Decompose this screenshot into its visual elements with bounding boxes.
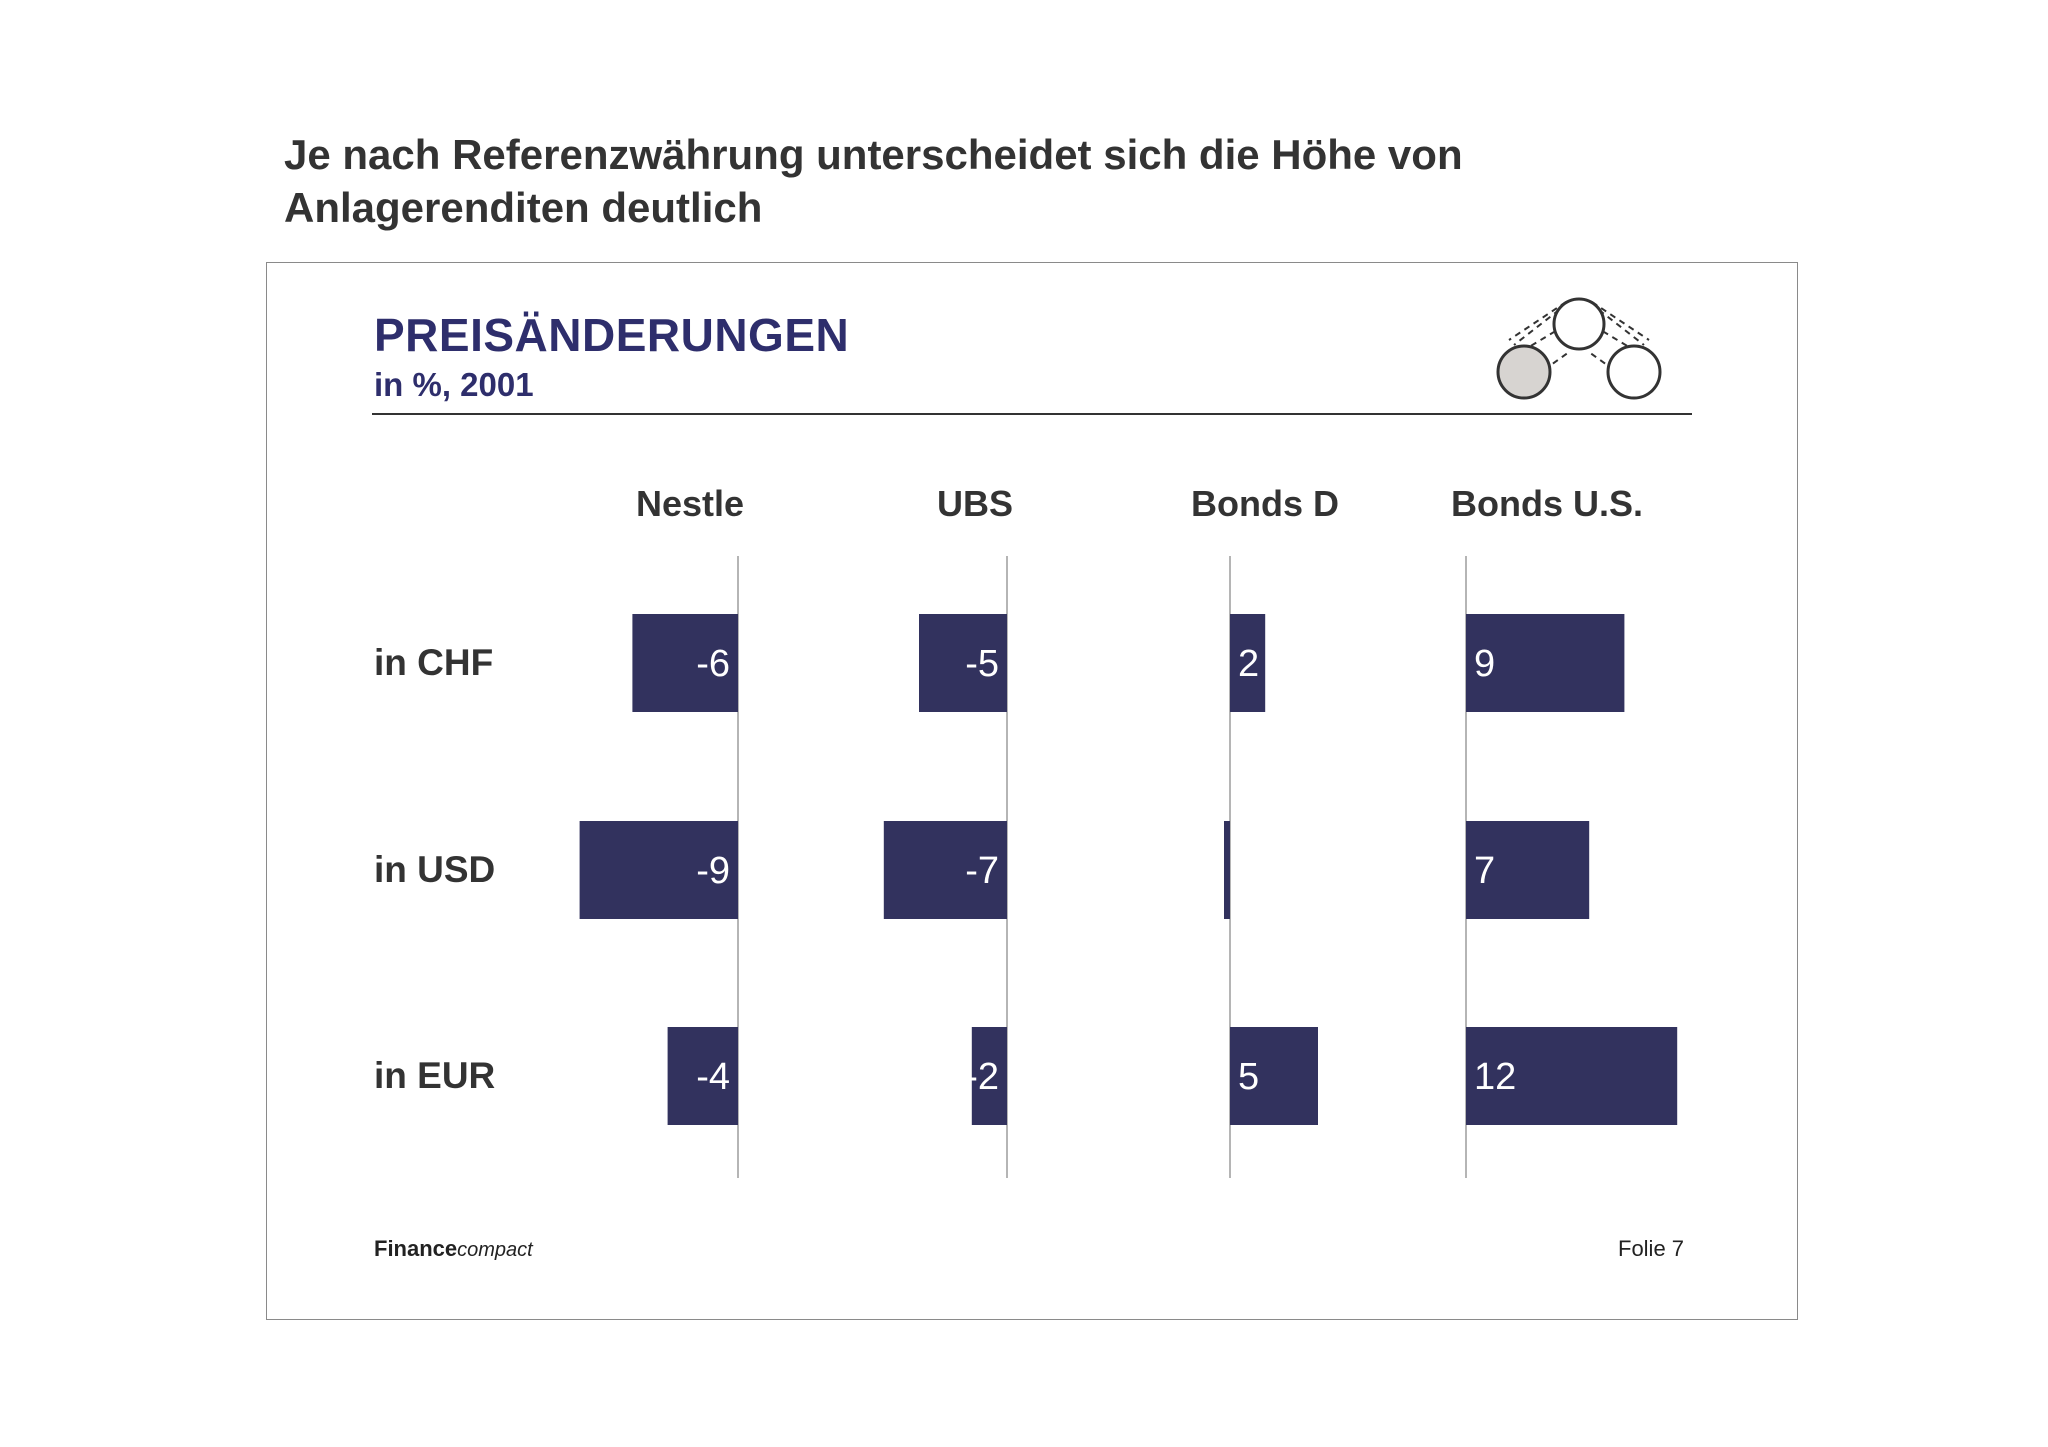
bar (632, 614, 738, 712)
chart-title: PREISÄNDERUNGEN (374, 309, 850, 361)
bar-value-label: -5 (965, 643, 999, 685)
row-label: in CHF (374, 642, 493, 683)
bar-value-label: -6 (696, 643, 730, 685)
bar-value-label: 2 (1238, 643, 1259, 685)
bar-value-label: 7 (1474, 850, 1495, 892)
bar (1466, 614, 1625, 712)
column-header: Bonds D (1191, 483, 1339, 524)
bar (579, 821, 738, 919)
three-circles-network-icon (1496, 297, 1662, 400)
column-header: Bonds U.S. (1451, 483, 1643, 524)
footer-brand: Financecompact (374, 1236, 533, 1262)
row-label: in EUR (374, 1055, 495, 1096)
footer-page-number: Folie 7 (1618, 1236, 1685, 1261)
bar-value-label: 12 (1474, 1056, 1516, 1098)
bar (919, 614, 1007, 712)
page-headline: Je nach Referenzwährung unterscheidet si… (284, 131, 1463, 231)
header-divider (372, 413, 1692, 415)
bar (883, 821, 1007, 919)
bar-value-label: -9 (696, 850, 730, 892)
bar (1466, 821, 1590, 919)
bar (1224, 821, 1230, 919)
bar-value-label: -7 (965, 850, 999, 892)
bar-value-label: 5 (1238, 1056, 1259, 1098)
bar (667, 1027, 738, 1125)
chart-subtitle: in %, 2001 (374, 366, 534, 403)
bar (1466, 1027, 1678, 1125)
row-label: in USD (374, 849, 495, 890)
bar-value-label: 9 (1474, 643, 1495, 685)
slide-frame (266, 262, 1798, 1320)
brand-bold: Finance (374, 1236, 458, 1261)
bar (971, 1027, 1007, 1125)
brand-italic: compact (457, 1239, 533, 1261)
bar (1230, 614, 1266, 712)
bar-value-label: -2 (965, 1056, 999, 1098)
bar-value-label: -4 (696, 1056, 730, 1098)
bar (1230, 1027, 1318, 1125)
column-header: UBS (937, 483, 1013, 524)
column-header: Nestle (636, 483, 744, 524)
